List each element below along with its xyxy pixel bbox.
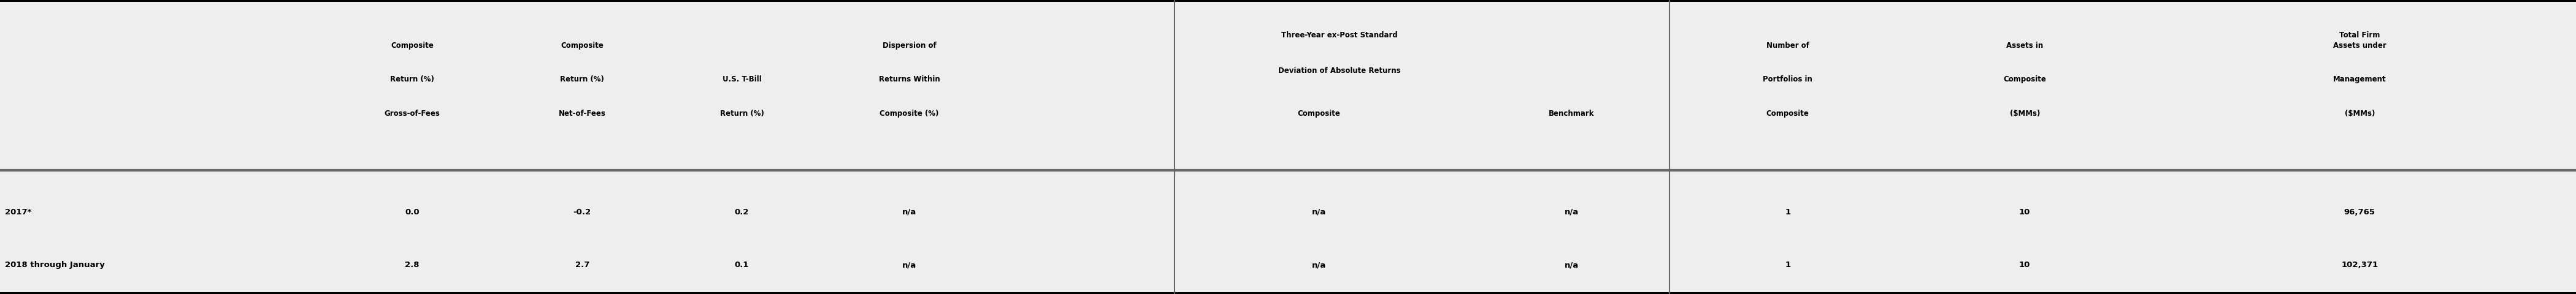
Text: 1: 1 xyxy=(1785,260,1790,269)
Text: Composite: Composite xyxy=(1298,109,1340,117)
Text: 2.7: 2.7 xyxy=(574,260,590,269)
Text: Portfolios in: Portfolios in xyxy=(1762,75,1814,83)
Text: n/a: n/a xyxy=(902,260,917,269)
Text: 10: 10 xyxy=(2020,260,2030,269)
Text: n/a: n/a xyxy=(902,208,917,216)
Text: Return (%): Return (%) xyxy=(719,109,765,117)
Text: Return (%): Return (%) xyxy=(389,75,435,83)
Text: Assets in: Assets in xyxy=(2007,41,2043,50)
Text: Return (%): Return (%) xyxy=(559,75,605,83)
Text: n/a: n/a xyxy=(1564,208,1579,216)
Text: 2018 through January: 2018 through January xyxy=(5,260,106,269)
Text: Three-Year ex-Post Standard: Three-Year ex-Post Standard xyxy=(1280,31,1399,39)
Text: Gross-of-Fees: Gross-of-Fees xyxy=(384,109,440,117)
Text: 1: 1 xyxy=(1785,208,1790,216)
Text: Benchmark: Benchmark xyxy=(1548,109,1595,117)
Text: n/a: n/a xyxy=(1564,260,1579,269)
Text: Management: Management xyxy=(2334,75,2385,83)
Text: Composite: Composite xyxy=(562,41,603,50)
Text: n/a: n/a xyxy=(1311,208,1327,216)
Text: Dispersion of: Dispersion of xyxy=(884,41,935,50)
Text: 0.1: 0.1 xyxy=(734,260,750,269)
Text: ($MMs): ($MMs) xyxy=(2009,109,2040,117)
Text: 2.8: 2.8 xyxy=(404,260,420,269)
Text: Returns Within: Returns Within xyxy=(878,75,940,83)
Text: U.S. T-Bill: U.S. T-Bill xyxy=(721,75,762,83)
Text: Composite: Composite xyxy=(1767,109,1808,117)
Text: n/a: n/a xyxy=(1311,260,1327,269)
Text: Composite: Composite xyxy=(392,41,433,50)
Text: 2017*: 2017* xyxy=(5,208,31,216)
Text: -0.2: -0.2 xyxy=(574,208,590,216)
Text: 96,765: 96,765 xyxy=(2344,208,2375,216)
Text: Deviation of Absolute Returns: Deviation of Absolute Returns xyxy=(1278,66,1401,75)
Text: Assets under: Assets under xyxy=(2334,41,2385,50)
Text: 102,371: 102,371 xyxy=(2342,260,2378,269)
Text: 0.2: 0.2 xyxy=(734,208,750,216)
Text: 0.0: 0.0 xyxy=(404,208,420,216)
Text: Total Firm: Total Firm xyxy=(2339,31,2380,39)
Text: Composite (%): Composite (%) xyxy=(881,109,938,117)
Text: Composite: Composite xyxy=(2004,75,2045,83)
Text: Number of: Number of xyxy=(1767,41,1808,50)
Text: Net-of-Fees: Net-of-Fees xyxy=(559,109,605,117)
Text: 10: 10 xyxy=(2020,208,2030,216)
Text: ($MMs): ($MMs) xyxy=(2344,109,2375,117)
